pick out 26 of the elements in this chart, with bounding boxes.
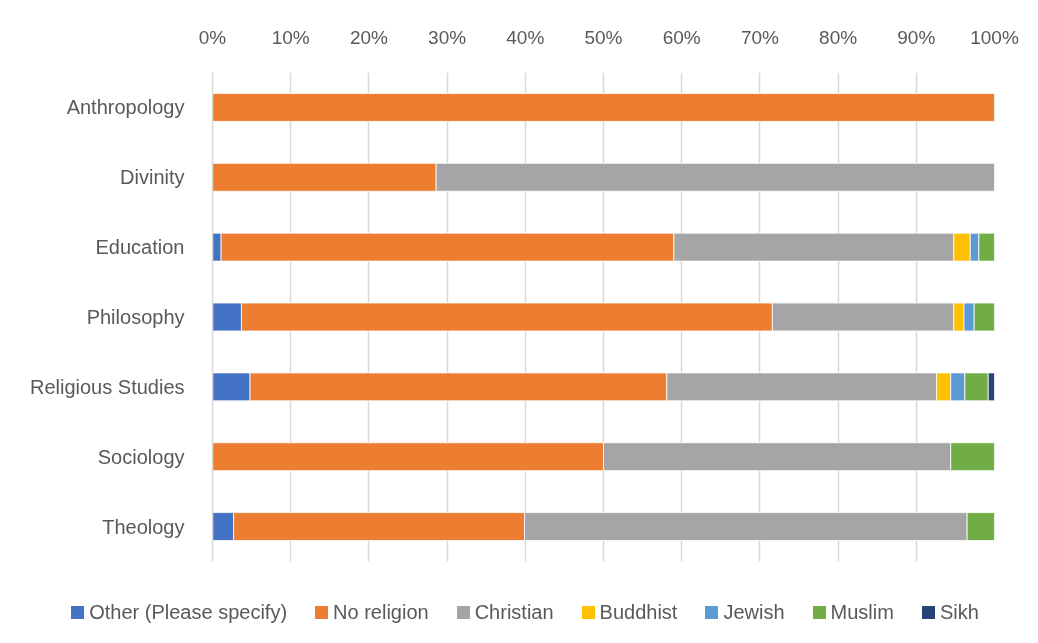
x-tick-label: 100% bbox=[970, 26, 1019, 48]
x-tick-label: 80% bbox=[819, 26, 858, 48]
x-tick-label: 60% bbox=[662, 26, 701, 48]
x-tick-label: 0% bbox=[198, 26, 227, 48]
y-tick-label: Education bbox=[95, 236, 185, 259]
x-tick-label: 20% bbox=[349, 26, 389, 48]
legend-label: Muslim bbox=[830, 600, 894, 625]
legend-label: Other (Please specify) bbox=[89, 600, 288, 625]
x-tick-label: 90% bbox=[897, 26, 936, 48]
x-tick-label: 40% bbox=[506, 26, 545, 48]
legend-label: Christian bbox=[474, 600, 554, 625]
y-tick-label: Philosophy bbox=[86, 306, 185, 328]
legend-label: No religion bbox=[333, 600, 429, 625]
y-tick-label: Theology bbox=[102, 515, 185, 538]
x-tick-label: 30% bbox=[428, 26, 467, 48]
y-tick-label: Religious Studies bbox=[29, 375, 185, 398]
x-tick-label: 10% bbox=[271, 26, 310, 48]
x-tick-label: 70% bbox=[740, 26, 780, 48]
y-tick-label: Sociology bbox=[97, 445, 185, 468]
legend-label: Jewish bbox=[723, 600, 785, 625]
legend-label: Buddhist bbox=[599, 600, 678, 625]
x-tick-label: 50% bbox=[584, 26, 623, 48]
legend-label: Sikh bbox=[939, 600, 979, 625]
y-tick-label: Anthropology bbox=[66, 96, 185, 119]
bar bbox=[212, 93, 995, 122]
y-tick-label: Divinity bbox=[120, 166, 185, 189]
